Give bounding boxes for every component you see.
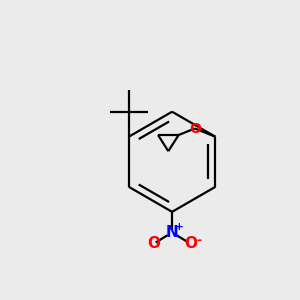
Text: +: + — [175, 222, 184, 232]
Text: N: N — [166, 225, 178, 240]
Text: O: O — [189, 122, 201, 136]
Text: -: - — [196, 234, 201, 247]
Text: O: O — [184, 236, 197, 251]
Text: O: O — [147, 236, 160, 251]
